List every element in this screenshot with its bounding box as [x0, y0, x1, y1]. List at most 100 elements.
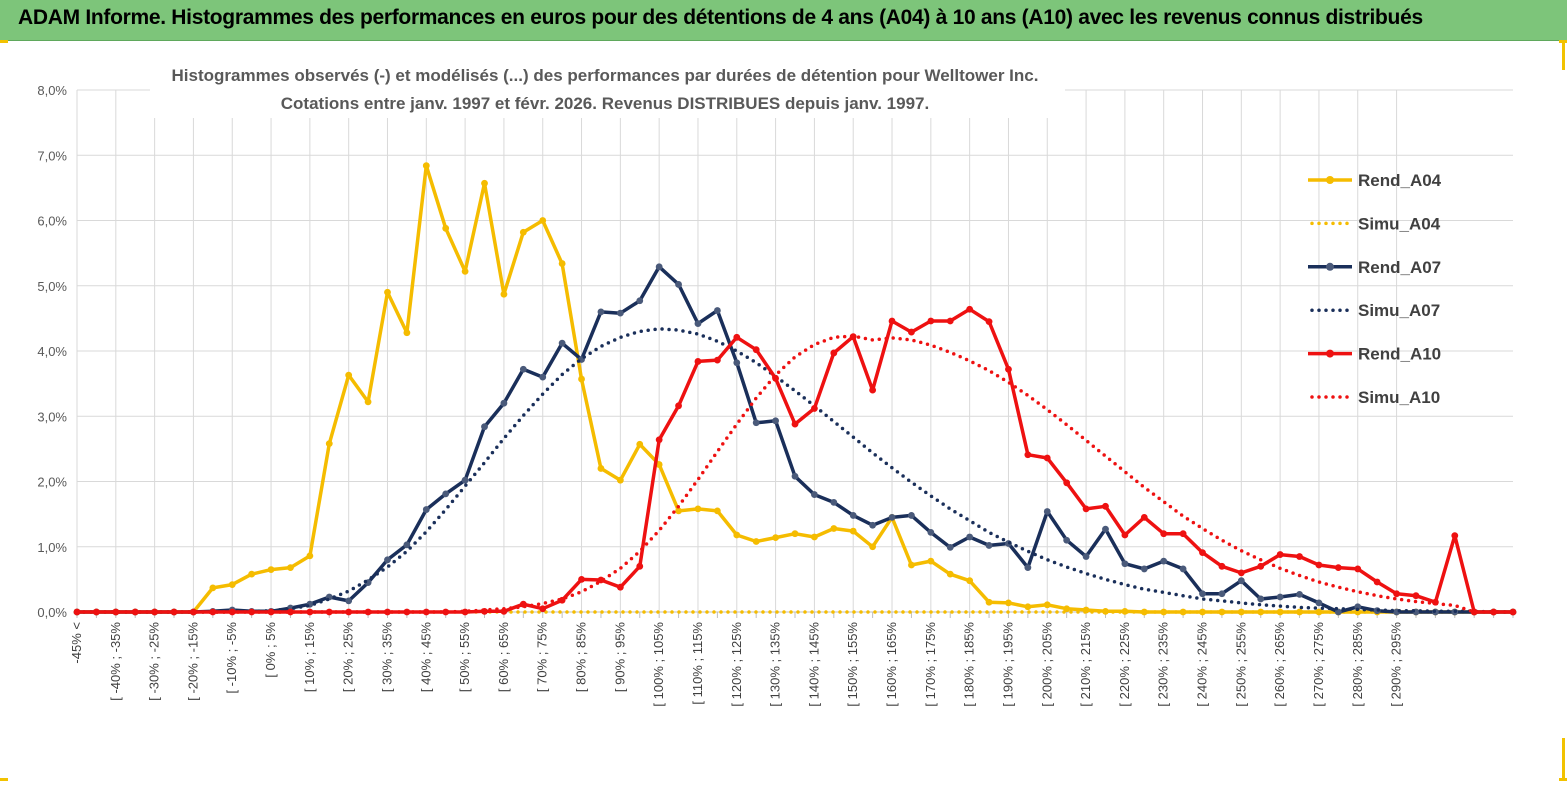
data-point-rend-a04 [209, 584, 217, 592]
data-point-rend-a10 [1043, 454, 1051, 462]
x-tick-label: [ 230% ; 235% [1156, 622, 1171, 707]
data-point-rend-a04 [1218, 608, 1226, 616]
data-point-rend-a04 [1140, 608, 1148, 616]
data-point-rend-a10 [946, 317, 954, 325]
data-point-rend-a07 [791, 472, 799, 480]
x-tick-label: [ -30% ; -25% [147, 622, 162, 701]
data-point-rend-a10 [636, 562, 644, 570]
legend-label-simu-a07: Simu_A07 [1358, 301, 1440, 320]
data-point-rend-a10 [752, 346, 760, 354]
x-tick-label: [ 220% ; 225% [1117, 622, 1132, 707]
data-point-rend-a04 [655, 461, 663, 468]
data-point-rend-a07 [1296, 590, 1303, 598]
data-point-rend-a07 [1237, 577, 1245, 585]
data-point-rend-a10 [461, 608, 469, 616]
x-tick-label: [ 150% ; 155% [845, 622, 860, 707]
data-point-rend-a04 [733, 531, 741, 539]
y-tick-label: 2,0% [37, 475, 67, 490]
x-tick-label: [ 270% ; 275% [1311, 622, 1326, 707]
x-tick-label: [ 240% ; 245% [1195, 622, 1210, 707]
data-point-rend-a10 [1063, 479, 1071, 487]
data-point-rend-a07 [927, 528, 935, 536]
data-point-rend-a10 [1257, 562, 1265, 570]
x-tick-label: [ 0% ; 5% [263, 622, 278, 678]
corner-mark-tl [0, 40, 8, 43]
data-point-rend-a10 [1334, 564, 1342, 572]
legend-label-rend-a10: Rend_A10 [1358, 345, 1441, 364]
data-point-rend-a10 [287, 608, 294, 616]
data-point-rend-a04 [306, 552, 314, 560]
header-title: ADAM Informe. Histogrammes des performan… [18, 6, 1423, 29]
data-point-rend-a10 [694, 358, 702, 365]
data-point-rend-a10 [131, 608, 139, 616]
series-line-rend-a04 [77, 163, 1513, 614]
x-tick-label: [ 250% ; 255% [1233, 622, 1248, 707]
data-point-rend-a07 [733, 359, 741, 367]
x-tick-label: [ 90% ; 95% [612, 622, 627, 693]
data-point-rend-a07 [442, 490, 450, 498]
data-point-rend-a04 [597, 465, 605, 472]
x-tick-label: [ 140% ; 145% [806, 622, 821, 707]
data-point-rend-a04 [616, 476, 624, 484]
x-tick-label: [ 100% ; 105% [651, 622, 666, 707]
legend-marker-rend-a04 [1326, 176, 1334, 184]
data-point-rend-a10 [733, 333, 741, 341]
y-tick-label: 7,0% [37, 148, 67, 163]
data-point-rend-a04 [578, 375, 585, 383]
y-tick-label: 3,0% [37, 409, 67, 424]
data-point-rend-a10 [985, 318, 993, 326]
data-point-rend-a07 [500, 399, 508, 407]
data-point-rend-a07 [558, 339, 566, 347]
data-point-rend-a10 [888, 317, 896, 325]
corner-mark-bl [0, 778, 8, 781]
x-tick-label: [ -40% ; -35% [108, 622, 123, 701]
data-point-rend-a10 [791, 420, 799, 428]
data-point-rend-a04 [985, 598, 993, 606]
data-point-rend-a04 [908, 561, 915, 569]
data-point-rend-a04 [345, 371, 353, 379]
data-point-rend-a07 [869, 521, 877, 529]
data-point-rend-a04 [830, 525, 838, 532]
data-point-rend-a10 [1082, 505, 1090, 513]
legend-label-rend-a04: Rend_A04 [1358, 171, 1442, 190]
data-point-rend-a04 [946, 570, 954, 578]
data-point-rend-a07 [675, 281, 682, 288]
y-tick-label: 1,0% [37, 540, 67, 555]
data-point-rend-a07 [713, 307, 721, 314]
data-point-rend-a07 [1276, 593, 1284, 601]
legend-marker-rend-a10 [1326, 349, 1334, 358]
x-tick-label: [ 260% ; 265% [1272, 622, 1287, 707]
data-point-rend-a07 [1179, 565, 1187, 573]
data-point-rend-a04 [539, 217, 547, 224]
x-tick-label: [ 160% ; 165% [884, 622, 899, 707]
data-point-rend-a04 [228, 581, 236, 588]
series-layer [73, 162, 1517, 616]
data-point-rend-a10 [1140, 513, 1148, 521]
data-point-rend-a10 [384, 608, 391, 616]
data-point-rend-a04 [694, 505, 702, 513]
data-point-rend-a04 [1024, 603, 1032, 611]
data-point-rend-a10 [616, 583, 624, 591]
data-point-rend-a07 [636, 297, 644, 305]
data-point-rend-a07 [1043, 508, 1051, 515]
data-point-rend-a10 [1024, 451, 1032, 459]
data-point-rend-a07 [946, 544, 954, 551]
data-point-rend-a10 [1315, 561, 1323, 569]
data-point-rend-a10 [1296, 553, 1303, 560]
data-point-rend-a07 [985, 542, 993, 549]
grid [76, 89, 1513, 613]
data-point-rend-a04 [422, 162, 430, 170]
x-tick-label: [ 290% ; 295% [1389, 622, 1404, 707]
x-tick-label: [ 110% ; 115% [690, 622, 705, 705]
data-point-rend-a04 [248, 570, 256, 578]
corner-mark-rb [1562, 738, 1565, 778]
y-tick-label: 8,0% [37, 83, 67, 98]
data-point-rend-a10 [1354, 565, 1362, 573]
data-point-rend-a07 [811, 491, 818, 498]
data-point-rend-a10 [1451, 532, 1459, 540]
data-point-rend-a04 [636, 440, 644, 448]
data-point-rend-a10 [1160, 530, 1168, 538]
x-tick-label: [ 210% ; 215% [1078, 622, 1093, 707]
x-tick-label: [ 280% ; 285% [1350, 622, 1365, 707]
data-point-rend-a04 [1043, 601, 1051, 609]
